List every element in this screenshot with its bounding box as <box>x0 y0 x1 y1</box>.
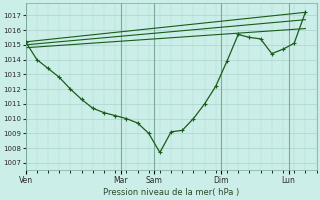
X-axis label: Pression niveau de la mer( hPa ): Pression niveau de la mer( hPa ) <box>103 188 239 197</box>
